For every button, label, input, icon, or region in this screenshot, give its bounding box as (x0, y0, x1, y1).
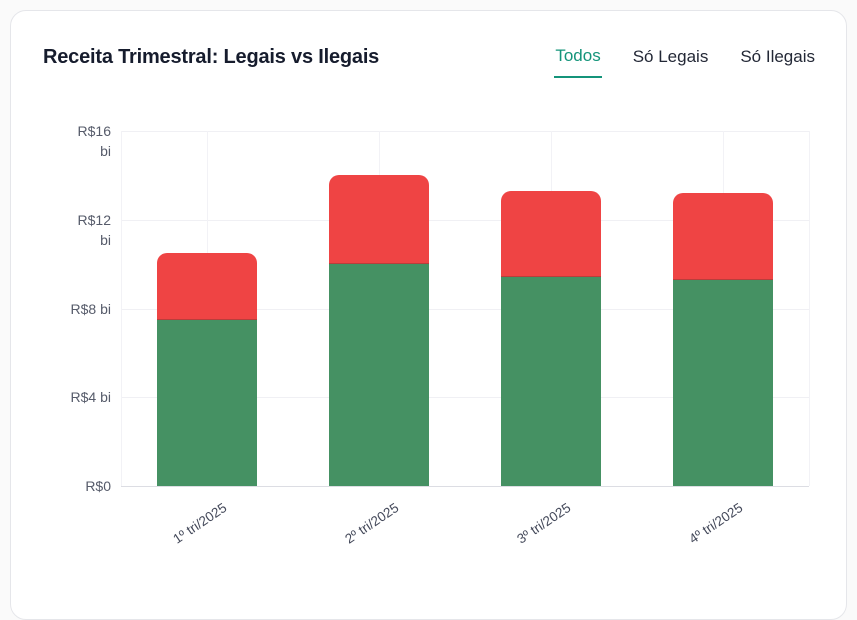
bar-segment-legais[interactable] (501, 277, 601, 486)
gridline-h (121, 308, 809, 310)
x-axis-category-label: 4º tri/2025 (686, 500, 746, 547)
bar-segment-ilegais[interactable] (157, 253, 257, 320)
bar-segment-ilegais[interactable] (329, 175, 429, 265)
y-axis-tick-label: R$0 (85, 478, 111, 494)
y-axis-tick-label: R$8 bi (70, 300, 111, 317)
filter-tabs: Todos Só Legais Só Ilegais (554, 43, 816, 78)
stacked-bar-chart: R$0 R$4 bi R$8 bi R$12 bi R$16 bi 1º tri/2025 2º… (11, 11, 846, 619)
tab-so-ilegais[interactable]: Só Ilegais (739, 45, 816, 78)
bar-segment-legais[interactable] (329, 264, 429, 486)
page: { "header": { "title": "Receita Trimestr… (10, 10, 847, 620)
gridline-h (121, 219, 809, 221)
bar-segment-legais[interactable] (157, 319, 257, 486)
card-header: Receita Trimestral: Legais vs Ilegais To… (11, 11, 846, 78)
gridline-h (121, 131, 809, 132)
x-axis-category-label: 2º tri/2025 (342, 500, 402, 547)
x-axis-category-label: 3º tri/2025 (514, 500, 574, 547)
x-axis-category-label: 1º tri/2025 (170, 500, 230, 547)
gridline-v (809, 131, 810, 486)
gridline-v (121, 131, 122, 486)
gridline-h (121, 397, 809, 399)
tab-so-legais[interactable]: Só Legais (632, 45, 710, 78)
y-axis-tick-label: R$16 bi (77, 123, 111, 159)
y-axis-tick-label: R$12 bi (77, 211, 111, 248)
y-axis-tick-label: R$4 bi (70, 389, 111, 406)
bar-segment-ilegais[interactable] (673, 193, 773, 280)
gridline-h (121, 486, 809, 487)
bar-segment-ilegais[interactable] (501, 190, 601, 278)
chart-card: Receita Trimestral: Legais vs Ilegais To… (10, 10, 847, 620)
tab-todos[interactable]: Todos (554, 45, 602, 78)
chart-title: Receita Trimestral: Legais vs Ilegais (43, 46, 380, 68)
bar-segment-legais[interactable] (673, 279, 773, 486)
